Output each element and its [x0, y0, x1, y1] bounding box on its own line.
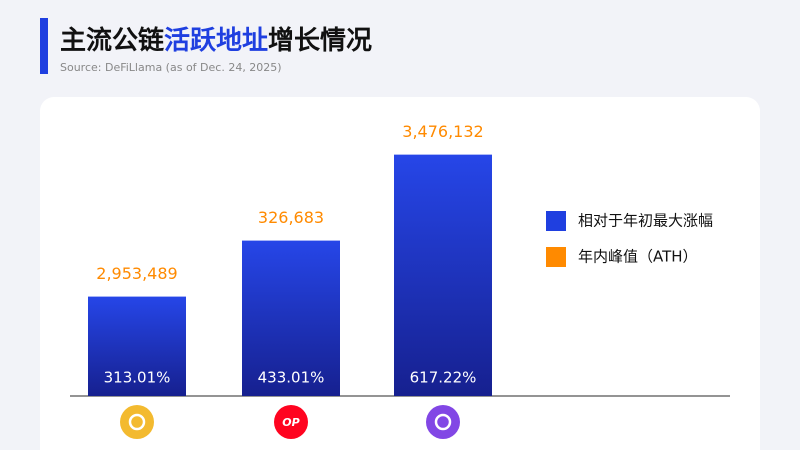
source: Source: DeFiLlama (as of Dec. 24, 2025): [60, 61, 282, 74]
title-part: 增长情况: [268, 25, 372, 56]
bar-value-label: 313.01%: [104, 369, 171, 387]
category-icon-mark: [128, 413, 146, 431]
bar: [394, 154, 492, 396]
bar: [242, 240, 340, 396]
legend-label: 相对于年初最大涨幅: [578, 212, 713, 230]
category-icon: [120, 405, 154, 439]
legend-swatch: [546, 211, 566, 231]
category-icon: [426, 405, 460, 439]
bar: [88, 296, 186, 396]
ath-label: 326,683: [258, 208, 324, 227]
legend-swatch: [546, 247, 566, 267]
title: 主流公链活跃地址增长情况: [60, 25, 372, 56]
title-part: 活跃地址: [164, 26, 268, 56]
title-accent: [40, 18, 48, 74]
category-icon: [274, 405, 308, 439]
bar-value-label: 617.22%: [410, 369, 477, 387]
bar-value-label: 433.01%: [258, 369, 325, 387]
legend-label: 年内峰值（ATH）: [578, 248, 698, 266]
title-part: 主流公链: [60, 25, 164, 56]
category-icon-mark: [434, 413, 452, 431]
ath-label: 2,953,489: [96, 264, 177, 283]
ath-label: 3,476,132: [402, 122, 483, 141]
category-label: OP: [282, 416, 299, 429]
